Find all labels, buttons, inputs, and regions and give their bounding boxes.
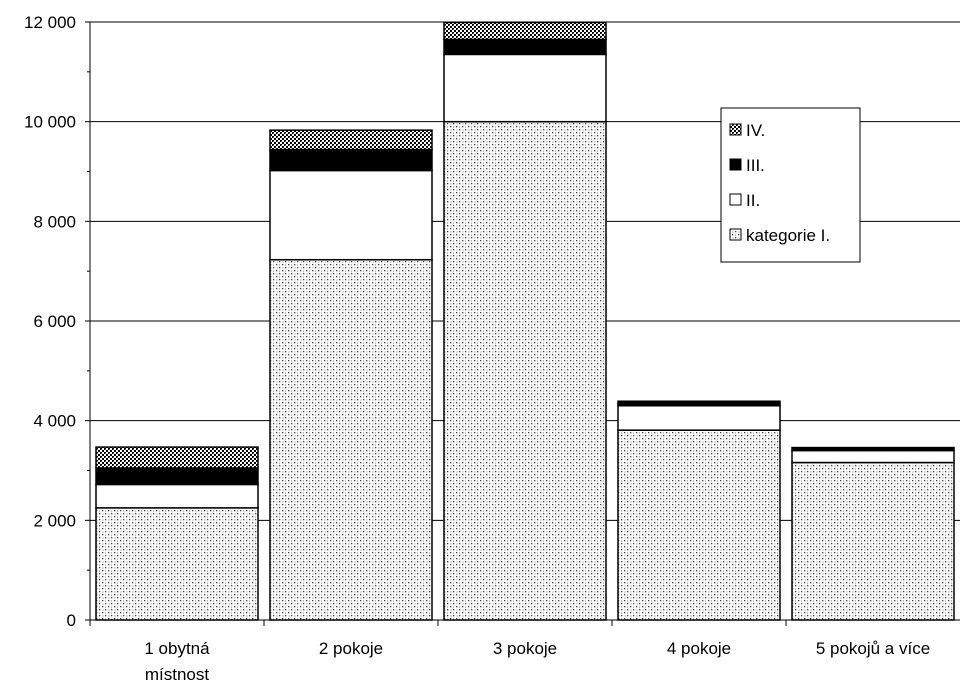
bar-segment bbox=[95, 507, 259, 621]
x-tick-label: 3 pokoje bbox=[493, 639, 557, 658]
bar-segment bbox=[617, 400, 781, 407]
legend-swatch bbox=[729, 228, 742, 241]
y-tick-label: 8 000 bbox=[33, 212, 76, 231]
bar-segment bbox=[791, 461, 955, 621]
legend-label: kategorie I. bbox=[746, 226, 830, 245]
y-tick-label: 6 000 bbox=[33, 312, 76, 331]
legend-box bbox=[720, 107, 861, 263]
legend: IV. III. II. kategorie I. bbox=[720, 107, 861, 263]
bar-segment bbox=[443, 53, 607, 123]
legend-swatch bbox=[729, 158, 742, 171]
legend-label: IV. bbox=[746, 121, 765, 140]
bar-segment bbox=[269, 169, 433, 261]
legend-swatch bbox=[729, 193, 742, 206]
y-tick-label: 4 000 bbox=[33, 412, 76, 431]
bar-segment bbox=[95, 483, 259, 509]
bar-segment bbox=[269, 129, 433, 151]
bar-segment bbox=[269, 258, 433, 621]
y-tick-label: 0 bbox=[67, 611, 76, 630]
legend-label: III. bbox=[746, 156, 765, 175]
bar-segment bbox=[617, 429, 781, 621]
y-tick-label: 10 000 bbox=[24, 113, 76, 132]
bar-segment bbox=[443, 120, 607, 621]
x-tick-label: 1 obytná místnost bbox=[144, 639, 210, 684]
y-tick-label: 12 000 bbox=[24, 13, 76, 32]
bar-segment bbox=[443, 21, 607, 41]
bars bbox=[95, 21, 955, 621]
bar-segment bbox=[617, 404, 781, 431]
legend-swatch bbox=[729, 123, 742, 136]
x-tick-label: 2 pokoje bbox=[319, 639, 383, 658]
bar-segment bbox=[95, 446, 259, 469]
x-tick-label: 4 pokoje bbox=[667, 639, 731, 658]
legend-label: II. bbox=[746, 191, 760, 210]
x-tick-label: 5 pokojů a více bbox=[816, 639, 930, 658]
y-tick-label: 2 000 bbox=[33, 511, 76, 530]
bar-segment bbox=[269, 148, 433, 172]
bar-segment bbox=[791, 446, 955, 452]
bar-segment bbox=[791, 449, 955, 464]
tick-labels: 0 2 000 4 000 6 000 8 000 10 000 12 000 1 obytn… bbox=[24, 13, 930, 684]
bar-segment bbox=[95, 467, 259, 486]
bar-segment bbox=[443, 38, 607, 56]
